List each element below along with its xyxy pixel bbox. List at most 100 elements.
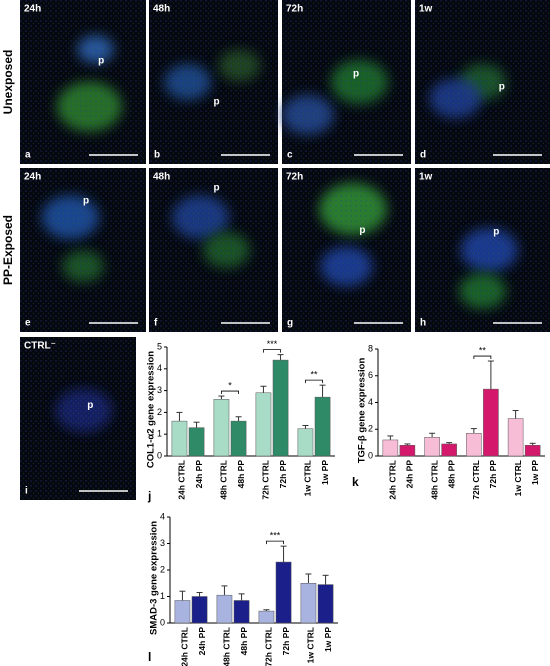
texture — [20, 0, 146, 164]
x-tick-label: 1w CTRL — [303, 460, 313, 496]
bar — [255, 392, 272, 457]
y-tick-label: 3 — [157, 385, 162, 395]
significance-bracket — [305, 379, 323, 384]
y-tick-label: 8 — [368, 343, 373, 353]
x-tick-label: 72h CTRL — [471, 460, 481, 500]
bar — [297, 428, 314, 457]
panel-marker: p — [87, 400, 93, 411]
micrograph-panel: 48h p b — [149, 0, 278, 164]
bar — [216, 594, 233, 624]
texture — [282, 0, 411, 164]
panel-letter: h — [420, 318, 426, 329]
bar — [317, 584, 334, 624]
significance-label: ** — [479, 345, 487, 355]
panel-time: 72h — [286, 4, 303, 15]
significance-bracket — [266, 540, 284, 545]
bar — [191, 596, 208, 624]
y-tick-label: 5 — [157, 341, 162, 351]
bar — [188, 427, 205, 457]
micrograph-panel: 72h p g — [282, 168, 411, 332]
panel-marker: p — [83, 195, 89, 206]
x-tick-label: 1w PP — [323, 627, 333, 652]
texture — [415, 168, 550, 332]
x-tick-label: 72h PP — [488, 460, 498, 489]
y-tick-label: 3 — [160, 538, 165, 548]
x-tick-label: 24h PP — [194, 460, 204, 489]
y-tick-label: 1 — [160, 591, 165, 601]
bar — [466, 433, 482, 457]
y-tick-label: 2 — [160, 564, 165, 574]
x-tick-label: 24h PP — [197, 627, 207, 656]
x-tick-label: 1w PP — [320, 460, 330, 485]
panel-marker: p — [499, 82, 505, 93]
panel-letter: f — [154, 318, 158, 329]
micrograph-panel: CTRL⁻ p i — [20, 337, 136, 500]
panel-letter: l — [148, 650, 151, 664]
y-tick-label: 2 — [368, 424, 373, 434]
x-tick-label: 48h CTRL — [429, 460, 439, 500]
panel-time: 24h — [24, 4, 41, 15]
texture — [282, 168, 411, 332]
panel-letter: d — [420, 150, 426, 161]
x-tick-label: 48h PP — [236, 460, 246, 489]
micrograph-panel: 72h p c — [281, 0, 411, 164]
bar — [507, 418, 524, 457]
x-tick-label: 72h CTRL — [264, 627, 274, 666]
bar — [382, 439, 399, 457]
x-tick-label: 72h CTRL — [261, 460, 271, 500]
y-axis-label: TGF-β gene expression — [357, 358, 368, 464]
bar — [524, 445, 541, 457]
significance-label: *** — [270, 531, 281, 541]
x-tick-label: 24h PP — [405, 460, 415, 489]
y-tick-label: 6 — [368, 370, 373, 380]
panel-letter: e — [25, 318, 31, 329]
panel-letter: g — [287, 318, 293, 329]
panel-time: 1w — [419, 4, 433, 15]
panel-time: 24h — [24, 172, 41, 183]
x-tick-label: 1w PP — [530, 460, 540, 485]
y-tick-label: 0 — [368, 450, 373, 460]
y-tick-label: 4 — [160, 511, 165, 521]
bar — [300, 583, 317, 624]
micrograph-panel: 1w p d — [415, 0, 550, 164]
panel-letter: b — [154, 150, 160, 161]
texture — [415, 0, 550, 164]
bar — [171, 420, 188, 457]
x-tick-label: 72h PP — [278, 460, 288, 489]
y-axis-label: SMAD-3 gene expression — [149, 521, 160, 635]
bar — [314, 396, 331, 457]
micrograph-panel: 48h p f — [149, 168, 278, 332]
significance-bracket — [221, 390, 239, 395]
panel-time: 48h — [153, 4, 170, 15]
significance-label: ** — [310, 370, 318, 380]
panel-letter: k — [352, 475, 359, 489]
x-tick-label: 48h CTRL — [222, 627, 232, 666]
row-label: PP-Exposed — [1, 215, 15, 285]
bar — [174, 600, 191, 624]
texture — [149, 0, 278, 164]
y-tick-label: 2 — [157, 407, 162, 417]
texture — [20, 337, 136, 500]
panel-time: CTRL⁻ — [24, 341, 56, 352]
bar — [399, 445, 416, 457]
y-tick-label: 4 — [368, 397, 373, 407]
x-tick-label: 1w CTRL — [306, 627, 316, 663]
bar — [230, 420, 247, 457]
significance-bracket — [263, 349, 281, 353]
panel-marker: p — [214, 96, 220, 107]
bar — [275, 561, 292, 624]
bar — [441, 443, 457, 457]
x-tick-label: 1w CTRL — [513, 460, 523, 496]
texture — [149, 168, 278, 332]
panel-time: 1w — [419, 172, 433, 183]
panel-marker: p — [98, 55, 104, 66]
y-tick-label: 0 — [157, 450, 162, 460]
x-tick-label: 48h CTRL — [219, 460, 229, 500]
y-tick-label: 4 — [157, 363, 162, 373]
micrograph-panel: 24h p a — [20, 0, 146, 164]
bar — [424, 437, 440, 457]
y-tick-label: 1 — [157, 429, 162, 439]
micrograph-panel: 24h p e — [20, 168, 146, 332]
bar — [213, 399, 230, 457]
